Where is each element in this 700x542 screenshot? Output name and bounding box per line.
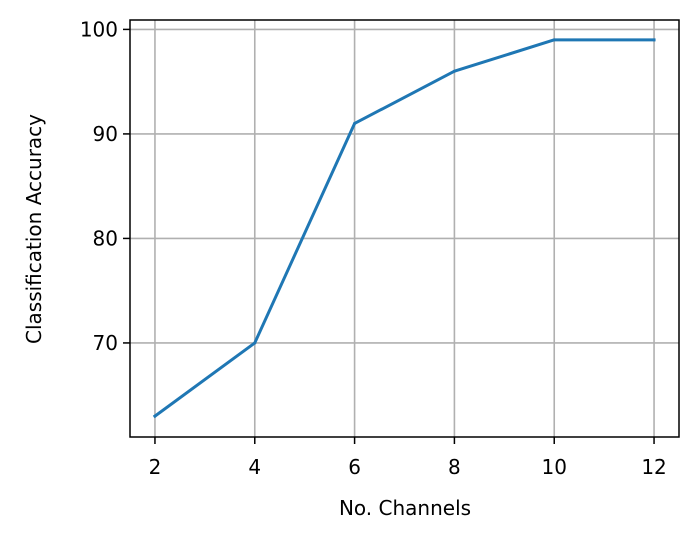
- y-axis-label: Classification Accuracy: [22, 114, 46, 344]
- grid-lines: [130, 20, 679, 437]
- data-point: [452, 69, 456, 73]
- x-tick-label: 8: [448, 455, 461, 479]
- x-tick-label: 10: [542, 455, 567, 479]
- x-tick-label: 2: [149, 455, 162, 479]
- data-point: [253, 341, 257, 345]
- series-line: [152, 38, 656, 419]
- x-axis-label: No. Channels: [339, 496, 471, 520]
- x-tick-label: 4: [248, 455, 261, 479]
- x-tick-label: 6: [348, 455, 361, 479]
- y-tick-label: 100: [80, 17, 118, 41]
- data-point: [153, 414, 157, 418]
- data-point: [353, 121, 357, 125]
- series-layer: [152, 38, 656, 419]
- y-tick-label: 90: [93, 122, 118, 146]
- data-point: [552, 38, 556, 42]
- data-point: [652, 38, 656, 42]
- x-tick-label: 12: [641, 455, 666, 479]
- axis-ticks: 2 4 6 8 10 12 70 80 90 100: [80, 17, 667, 479]
- y-tick-label: 80: [93, 226, 118, 250]
- plot-frame: [129, 19, 680, 438]
- y-tick-label: 70: [93, 331, 118, 355]
